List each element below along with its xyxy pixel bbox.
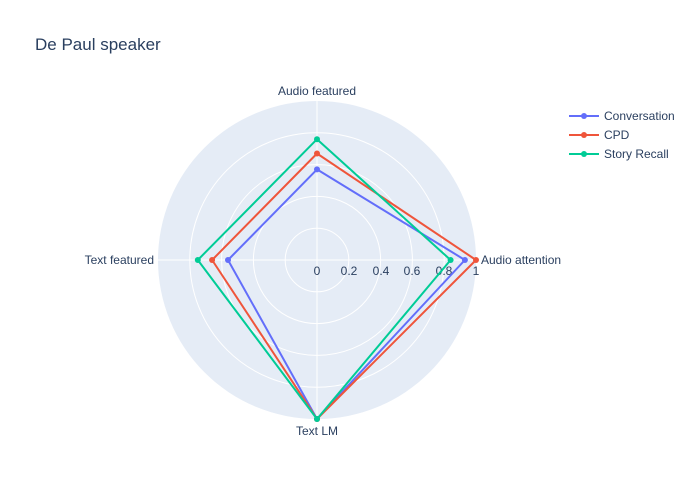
data-point-cpd-2[interactable]: [314, 150, 320, 157]
legend-label-cpd: CPD: [604, 128, 630, 142]
chart-title: De Paul speaker: [35, 35, 161, 54]
series-layer: [194, 136, 479, 422]
radial-tick-1: 1: [473, 264, 480, 278]
radial-tick-0-8: 0.8: [436, 264, 453, 278]
data-point-story-recall-2[interactable]: [314, 136, 320, 143]
legend-label-conversation: Conversation: [604, 109, 675, 123]
radial-tick-0-4: 0.4: [373, 264, 390, 278]
axis-label-audio-attention: Audio attention: [481, 253, 561, 267]
radial-tick-labels: 0 0.2 0.4 0.6 0.8 1: [314, 264, 480, 278]
angular-axis-labels: Audio attention Audio featured Text feat…: [85, 84, 561, 438]
series-story-recall: [194, 136, 454, 422]
data-point-conversation-2[interactable]: [314, 166, 320, 173]
data-point-story-recall-3[interactable]: [194, 257, 201, 263]
radial-tick-0: 0: [314, 264, 321, 278]
data-point-story-recall-1[interactable]: [447, 257, 454, 263]
legend-label-story-recall: Story Recall: [604, 147, 669, 161]
data-point-conversation-1[interactable]: [461, 257, 468, 263]
axis-label-audio-featured: Audio featured: [278, 84, 356, 98]
radial-tick-0-2: 0.2: [341, 264, 358, 278]
legend: Conversation CPD Story Recall: [569, 109, 675, 161]
polar-grid: [158, 101, 476, 419]
data-point-cpd-1[interactable]: [473, 257, 479, 263]
legend-item-conversation[interactable]: Conversation: [569, 109, 675, 123]
legend-item-cpd[interactable]: CPD: [569, 128, 630, 142]
data-point-cpd-3[interactable]: [209, 257, 216, 263]
data-point-story-recall-4[interactable]: [314, 416, 320, 422]
legend-item-story-recall[interactable]: Story Recall: [569, 147, 669, 161]
axis-label-text-featured: Text featured: [85, 253, 154, 267]
data-point-conversation-3[interactable]: [225, 257, 231, 263]
radial-tick-0-6: 0.6: [404, 264, 421, 278]
axis-label-text-lm: Text LM: [296, 424, 338, 438]
